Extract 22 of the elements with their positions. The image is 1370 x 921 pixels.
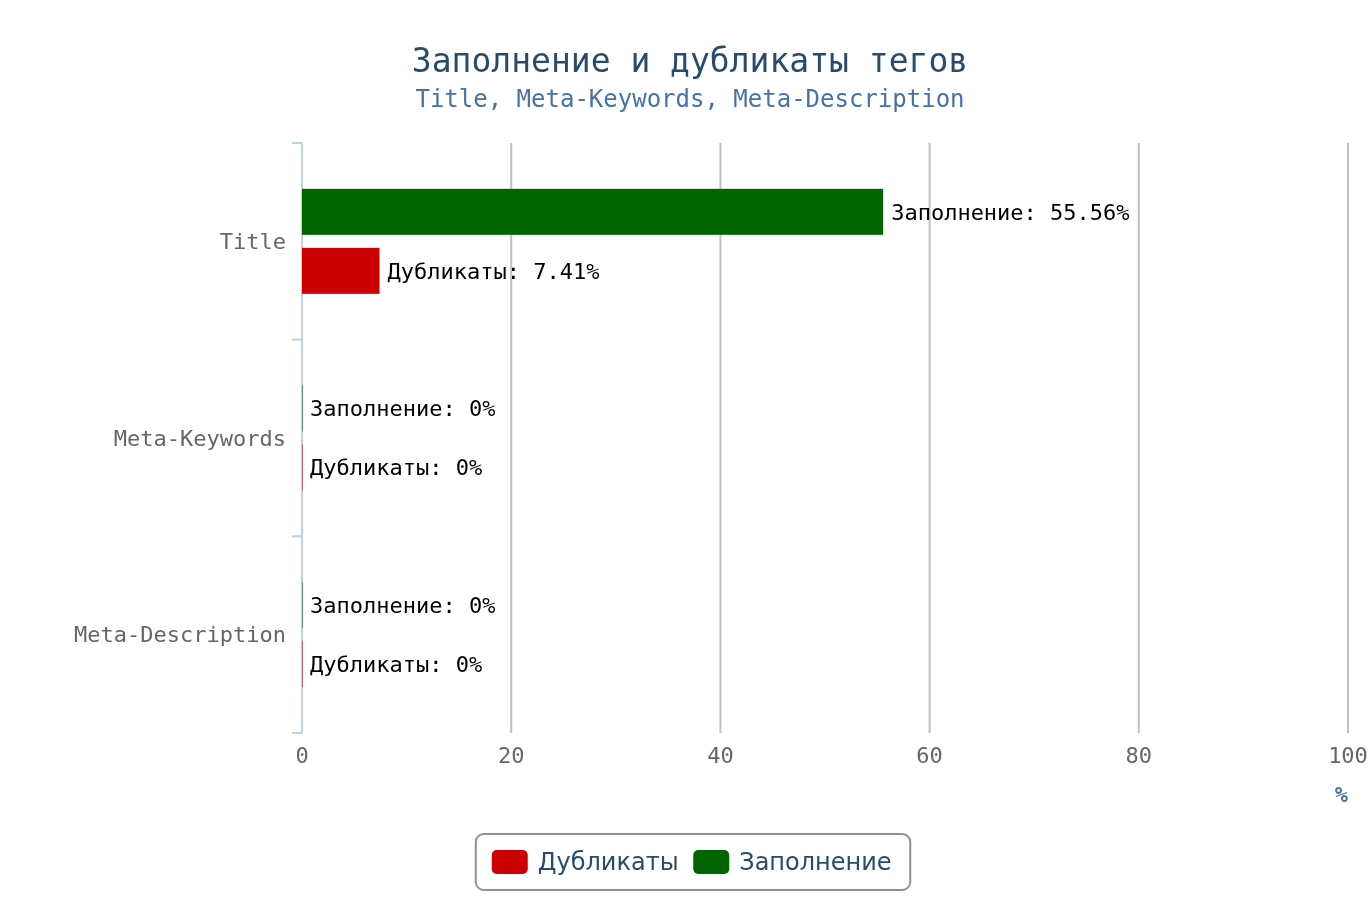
data-label: Дубликаты: 7.41% (387, 258, 600, 284)
bar (302, 188, 884, 235)
data-label: Заполнение: 0% (310, 396, 496, 422)
data-label: Дубликаты: 0% (310, 651, 483, 677)
y-tick-label: Meta-Description (74, 622, 286, 648)
x-axis-title: % (1334, 782, 1349, 807)
chart-title: Заполнение и дубликаты тегов (411, 41, 969, 80)
data-label: Заполнение: 0% (310, 592, 496, 618)
y-tick-label: Meta-Keywords (113, 425, 286, 451)
y-tick-label: Title (219, 229, 286, 255)
data-label: Дубликаты: 0% (310, 455, 483, 481)
x-tick-label: 0 (295, 743, 309, 768)
x-tick-label: 80 (1125, 743, 1153, 768)
x-tick-label: 20 (497, 743, 525, 768)
chart-subtitle: Title, Meta-Keywords, Meta-Description (415, 85, 965, 113)
legend-label: Дубликаты (537, 848, 679, 877)
legend-label: Заполнение (739, 848, 892, 877)
bar (302, 247, 380, 294)
x-tick-label: 60 (916, 743, 943, 768)
data-label: Заполнение: 55.56% (891, 199, 1130, 225)
x-tick-label: 100 (1328, 743, 1368, 768)
x-tick-label: 40 (707, 743, 734, 768)
